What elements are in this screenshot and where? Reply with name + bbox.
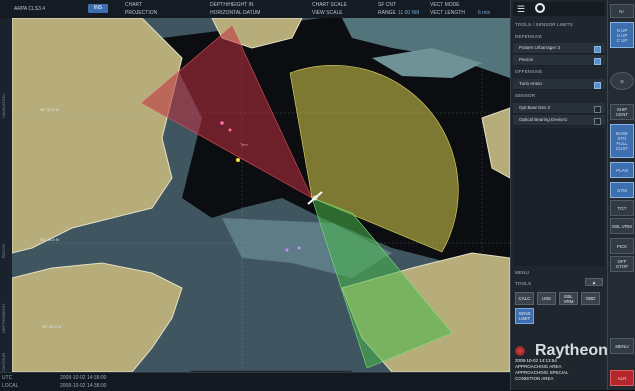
- range-label: RANGE: [378, 10, 396, 16]
- rail-label-navigation[interactable]: NAVIGATION: [1, 93, 6, 118]
- range-value: 11.00 NM: [398, 10, 420, 16]
- c-up-option[interactable]: C UP: [616, 37, 628, 43]
- latitude-label-3: 54° 46.0 N: [42, 324, 61, 329]
- local-label: LOCAL: [2, 383, 19, 389]
- n-up-option[interactable]: N UP: [616, 27, 628, 33]
- view-scale-label: VIEW SCALE: [312, 10, 343, 16]
- sensor-row[interactable]: Turin Anton: [513, 79, 605, 90]
- alert-line-1: APPROACHING AREA: [515, 364, 562, 369]
- sensor-sector-green[interactable]: [311, 197, 453, 369]
- ship-cent-button[interactable]: SHIP CENT: [610, 104, 634, 120]
- sensor-row-label: Opt Bear Dev 2: [519, 105, 551, 110]
- full-cust-option[interactable]: FULL CUST: [615, 141, 629, 151]
- tracked-targets[interactable]: [220, 121, 301, 252]
- latitude-label-1: 54° 50.0 N: [40, 107, 59, 112]
- land-mass-southwest: [12, 262, 183, 372]
- pick-button[interactable]: PICK: [610, 238, 634, 254]
- sensor-row-label: Turin Anton: [519, 81, 542, 86]
- alert-line-2: APPROACHING SPECIAL: [515, 370, 569, 375]
- sensor-row-label: Peu/on: [519, 57, 534, 62]
- depth-height-label: DEPTH/HEIGHT IN: [210, 2, 254, 8]
- sym-button[interactable]: SYM: [610, 182, 634, 198]
- ebl-vrm-rail-button[interactable]: EBL VRM: [610, 218, 634, 234]
- rail-label-route[interactable]: ROUTE: [1, 244, 6, 258]
- sensor-row-label: Polaert Urbarrager 3: [519, 45, 561, 50]
- orientation-group[interactable]: N UP H UP C UP: [610, 22, 634, 48]
- menu-icon[interactable]: ☰: [517, 4, 526, 14]
- utc-label: UTC: [2, 375, 13, 381]
- land-mass-west: [12, 18, 183, 254]
- shoal-area: [372, 48, 482, 78]
- horizontal-datum-label: HORIZONTAL DATUM: [210, 10, 261, 16]
- plan-button[interactable]: PLAN: [610, 162, 634, 178]
- section-offensive: OFFENSIVE: [515, 69, 543, 74]
- sensor-checkbox[interactable]: [594, 117, 601, 125]
- vect-length-label: VECT LENGTH: [430, 10, 465, 16]
- rail-label-contour[interactable]: CONTOUR: [1, 352, 6, 373]
- rail-label-depth-height[interactable]: DEPTH/HEIGHT: [1, 303, 6, 333]
- local-value: 2008-10-02 14:38:00: [60, 383, 107, 389]
- tools-label: TOOLS: [515, 281, 532, 286]
- display-base-group[interactable]: BASE STD FULL CUST: [610, 124, 634, 158]
- alert-indicator-icon: [515, 346, 525, 356]
- north-arrow-icon[interactable]: N↑: [610, 4, 634, 18]
- ebl-vrm-button[interactable]: EBL VRM: [559, 292, 578, 305]
- h-up-option[interactable]: H UP: [616, 32, 628, 38]
- sens-limit-button[interactable]: SENS LIMIT: [515, 308, 534, 324]
- land-mass-east: [481, 107, 510, 179]
- panel-header: TOOLS / SENSOR LIMITS: [515, 22, 573, 27]
- chart-label: CHART: [125, 2, 143, 8]
- alert-line-3: CONDITION AREA: [515, 376, 554, 381]
- chart-scale-label: CHART SCALE: [312, 2, 347, 8]
- off-stop-button[interactable]: OFF STOP: [610, 256, 634, 272]
- menu-label: MENU: [515, 270, 530, 275]
- mode-button[interactable]: INS: [88, 4, 108, 13]
- sensor-checkbox[interactable]: [594, 45, 601, 53]
- sensor-row[interactable]: Optical Bearing Device1: [513, 115, 605, 126]
- top-status-bar: ARPA CLS3.4 INS CHART PROJECTION DEPTH/H…: [0, 0, 510, 19]
- display-mode-rail: N↑ N UP H UP C UP ⊙ SHIP CENT BASE STD F…: [607, 0, 635, 390]
- section-sensor: SENSOR: [515, 93, 536, 98]
- bottom-status-bar: UTC 2008-10-02 14:38:00 LOCAL 2008-10-02…: [0, 372, 510, 391]
- latitude-label-2: 54° 48.0 N: [40, 237, 59, 242]
- sensor-row[interactable]: Opt Bear Dev 2: [513, 103, 605, 114]
- sensor-row[interactable]: Polaert Urbarrager 3: [513, 43, 605, 54]
- nautical-chart-view[interactable]: 54° 50.0 N 54° 48.0 N 54° 46.0 N Tern: [12, 18, 510, 372]
- vect-mode-label: VECT MODE: [430, 2, 460, 8]
- sensor-sector-red[interactable]: [141, 25, 313, 199]
- tgt-button[interactable]: TGT: [610, 200, 634, 216]
- collapse-tools-button[interactable]: ▲: [585, 278, 603, 286]
- own-ship-icon[interactable]: [307, 191, 323, 205]
- obd-button[interactable]: OBD: [581, 292, 600, 305]
- alert-box[interactable]: 2008-10-02 14:13:54 APPROACHING AREA APP…: [515, 358, 608, 382]
- utc-value: 2008-10-02 14:38:00: [60, 375, 107, 381]
- panel-toolbar: ☰: [513, 2, 605, 16]
- record-icon[interactable]: [535, 3, 545, 13]
- use-button[interactable]: USE: [537, 292, 556, 305]
- app-title: ARPA CLS3.4: [14, 6, 46, 12]
- alarm-button[interactable]: ALR: [610, 370, 634, 386]
- sensor-row[interactable]: Peu/on: [513, 55, 605, 66]
- menu-rail-button[interactable]: MENU: [610, 338, 634, 354]
- compass-icon[interactable]: ⊙: [610, 72, 634, 90]
- sensor-row-label: Optical Bearing Device1: [519, 117, 568, 122]
- sensor-limits-panel: ☰ TOOLS / SENSOR LIMITS DEFENSIVE Polaer…: [510, 0, 608, 390]
- brand-logo: Raytheon: [535, 342, 608, 359]
- base-std-option[interactable]: BASE STD: [615, 131, 628, 141]
- vect-length-value: 6 min: [478, 10, 491, 16]
- sensor-checkbox[interactable]: [594, 105, 601, 113]
- sensor-checkbox[interactable]: [594, 57, 601, 65]
- sensor-checkbox[interactable]: [594, 81, 601, 89]
- sf-cnt-label: SF CNT: [378, 2, 397, 8]
- section-defensive: DEFENSIVE: [515, 34, 543, 39]
- alert-time: 2008-10-02 14:13:54: [515, 358, 557, 363]
- panel-empty-area: [513, 128, 605, 266]
- projection-label: PROJECTION: [125, 10, 158, 16]
- calc-button[interactable]: CALC: [515, 292, 534, 305]
